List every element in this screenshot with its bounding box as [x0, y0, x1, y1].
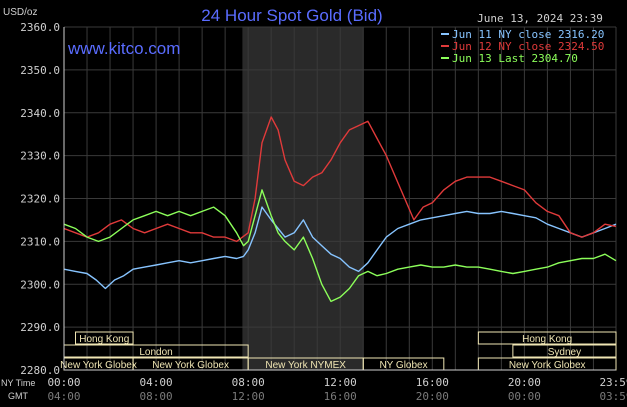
session-label: Hong Kong — [79, 334, 129, 345]
legend-label-jun13: Jun 13 Last 2304.70 — [452, 52, 578, 65]
session-label: Sydney — [548, 347, 581, 358]
series-line-jun11 — [63, 206, 617, 290]
watermark: www.kitco.com — [67, 39, 180, 58]
session-label: New York Globex — [509, 360, 586, 371]
session-label: NY Globex — [379, 360, 427, 371]
y-tick-label: 2300.0 — [20, 278, 60, 291]
legend: Jun 11 NY close 2316.20 Jun 12 NY close … — [441, 28, 604, 65]
session-label: Hong Kong — [522, 334, 572, 345]
x-tick-label-gmt: 08:00 — [140, 390, 173, 403]
grid-layer — [63, 26, 617, 371]
x-tick-label-gmt: 04:00 — [47, 390, 80, 403]
date-time-label: June 13, 2024 23:39 — [477, 12, 603, 25]
y-tick-label: 2330.0 — [20, 150, 60, 163]
series-line-jun13 — [63, 189, 617, 303]
y-tick-label: 2310.0 — [20, 235, 60, 248]
chart-title: 24 Hour Spot Gold (Bid) — [201, 6, 382, 25]
session-label: London — [139, 347, 172, 358]
x-tick-label-ny: 23:59 — [599, 376, 627, 389]
legend-label-jun12: Jun 12 NY close 2324.50 — [452, 40, 604, 53]
x-tick-label-gmt: 00:00 — [508, 390, 541, 403]
session-label: New York NYMEX — [265, 360, 346, 371]
x-tick-label-ny: 04:00 — [140, 376, 173, 389]
x-tick-label-ny: 08:00 — [232, 376, 265, 389]
x-tick-label-gmt: 16:00 — [324, 390, 357, 403]
x-tick-label-gmt: 03:59 — [599, 390, 627, 403]
session-bar — [477, 331, 617, 345]
series-layer — [63, 116, 617, 303]
ny-time-label: NY Time — [1, 378, 35, 388]
y-tick-label: 2340.0 — [20, 107, 60, 120]
gmt-label: GMT — [8, 391, 28, 401]
x-tick-label-gmt: 20:00 — [416, 390, 449, 403]
y-tick-label: 2320.0 — [20, 193, 60, 206]
x-tick-label-ny: 00:00 — [47, 376, 80, 389]
session-label: New York Globex — [60, 360, 137, 371]
series-line-jun12 — [63, 116, 617, 243]
y-tick-label: 2350.0 — [20, 64, 60, 77]
session-bars: Hong Kong Hong Kong London Sydney New York G… — [60, 331, 617, 371]
legend-label-jun11: Jun 11 NY close 2316.20 — [452, 28, 604, 41]
x-tick-label-ny: 12:00 — [324, 376, 357, 389]
y-tick-label: 2290.0 — [20, 321, 60, 334]
session-label: New York Globex — [152, 360, 229, 371]
y-tick-label: 2360.0 — [20, 21, 60, 34]
x-tick-label-gmt: 12:00 — [232, 390, 265, 403]
y-tick-label: 2280.0 — [20, 364, 60, 377]
session-bar — [512, 344, 617, 358]
y-unit-label: USD/oz — [3, 7, 37, 18]
x-tick-label-ny: 20:00 — [508, 376, 541, 389]
x-tick-label-ny: 16:00 — [416, 376, 449, 389]
axis-layer: 2280.0 2290.0 2300.0 2310.0 2320.0 2330.0 2340… — [20, 21, 627, 403]
session-bar — [75, 331, 134, 345]
